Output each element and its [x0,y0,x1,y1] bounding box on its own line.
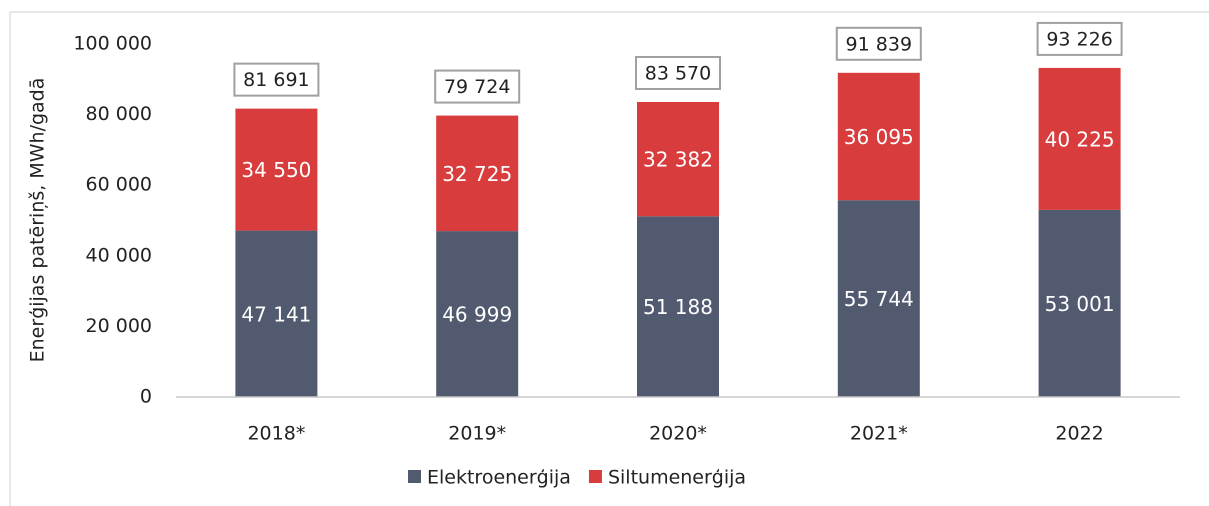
total-label: 83 570 [645,62,711,84]
value-label: 40 225 [1045,127,1115,151]
y-tick-label: 0 [140,386,152,408]
total-box [434,69,521,104]
bar-segment [637,216,719,397]
x-tick-label: 2019* [448,423,506,445]
y-axis-label: Enerģijas patēriņš, MWh/gadā [27,78,49,363]
total-box [233,62,320,97]
bar-segment [1038,209,1121,397]
legend-swatch [588,470,602,483]
value-label: 51 188 [643,295,713,319]
value-label: 47 141 [241,302,311,326]
x-tick-label: 2022 [1055,423,1103,445]
y-tick-label: 20 000 [86,315,152,337]
bar-segment [436,115,519,232]
total-box [635,55,721,90]
y-tick-label: 80 000 [86,103,152,125]
value-label: 32 382 [643,148,713,172]
value-label: 34 550 [241,158,311,182]
x-tick-label: 2020* [649,423,707,445]
legend-label: Siltumenerģija [608,467,746,489]
bar-segment [837,200,920,397]
value-label: 53 001 [1045,292,1115,316]
value-label: 46 999 [442,303,512,327]
total-label: 93 226 [1046,28,1112,50]
bar-segment [436,231,519,397]
total-label: 81 691 [243,69,309,91]
bar-segment [235,108,318,231]
legend-label: Elektroenerģija [427,467,571,489]
y-tick-label: 40 000 [86,244,152,266]
bar-segment [837,72,920,201]
total-box [1036,21,1123,56]
total-label: 91 839 [846,33,912,55]
x-tick-label: 2021* [850,423,908,445]
total-label: 79 724 [444,76,510,98]
value-label: 55 744 [844,287,914,311]
bar-segment [637,101,719,217]
bar-segment [1038,67,1121,210]
x-tick-label: 2018* [247,423,305,445]
total-box [835,26,922,61]
value-label: 32 725 [442,162,512,186]
bar-segment [235,230,318,397]
value-label: 36 095 [844,125,914,149]
y-tick-label: 60 000 [86,174,152,196]
y-tick-label: 100 000 [73,33,152,55]
legend-swatch [408,470,421,483]
